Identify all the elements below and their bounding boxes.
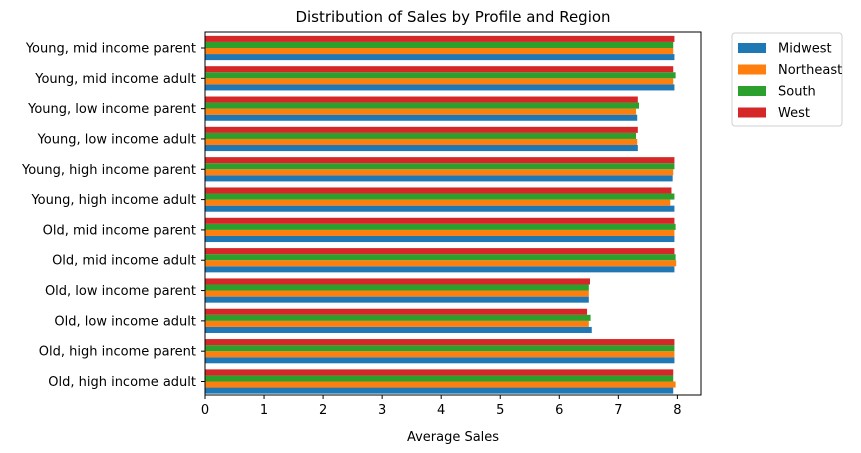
legend-swatch-midwest <box>738 43 766 53</box>
y-tick-label: Young, mid income adult <box>34 72 196 87</box>
bar-south-1 <box>205 345 675 352</box>
x-tick-label: 2 <box>319 403 327 418</box>
bar-west-9 <box>205 96 638 103</box>
y-tick-label: Young, mid income parent <box>25 42 196 57</box>
legend-frame <box>731 32 843 127</box>
bar-northeast-6 <box>205 199 671 206</box>
x-axis-label: Average Sales <box>407 430 499 445</box>
bar-west-4 <box>205 248 675 255</box>
bar-midwest-1 <box>205 357 675 364</box>
y-tick-label: Old, low income parent <box>45 284 196 299</box>
x-tick-label: 5 <box>496 403 504 418</box>
bar-northeast-3 <box>205 290 589 297</box>
bar-south-10 <box>205 72 676 79</box>
bar-south-2 <box>205 314 591 321</box>
bar-west-8 <box>205 126 638 133</box>
bar-midwest-0 <box>205 387 674 394</box>
bar-northeast-8 <box>205 138 638 146</box>
y-tick-label: Old, low income adult <box>54 314 196 329</box>
legend: Midwest Northeast South West <box>731 32 843 127</box>
x-tick-label: 8 <box>673 403 681 418</box>
legend-swatch-south <box>738 86 766 96</box>
x-tick-label: 7 <box>614 403 622 418</box>
bar-south-4 <box>205 254 676 261</box>
bar-midwest-3 <box>205 296 589 303</box>
bar-west-0 <box>205 369 674 376</box>
bar-northeast-10 <box>205 78 674 85</box>
plot-area <box>205 35 677 394</box>
bar-west-5 <box>205 217 675 224</box>
bar-midwest-11 <box>205 54 675 61</box>
bar-midwest-4 <box>205 266 675 273</box>
bar-northeast-9 <box>205 108 637 115</box>
bar-midwest-8 <box>205 145 638 152</box>
bar-midwest-2 <box>205 326 592 333</box>
bar-south-5 <box>205 223 676 230</box>
legend-label-northeast: Northeast <box>778 63 842 78</box>
legend-label-midwest: Midwest <box>778 42 832 57</box>
bar-south-9 <box>205 102 639 109</box>
bar-west-11 <box>205 35 675 42</box>
y-tick-label: Old, mid income parent <box>43 223 196 238</box>
bar-south-7 <box>205 163 675 170</box>
bar-west-3 <box>205 278 590 285</box>
bar-midwest-7 <box>205 175 673 182</box>
bar-northeast-2 <box>205 320 589 327</box>
x-axis: 0 1 2 3 4 5 6 7 8 <box>201 395 682 418</box>
legend-label-south: South <box>778 85 816 100</box>
bar-northeast-7 <box>205 169 674 176</box>
y-tick-label: Old, mid income adult <box>52 254 196 269</box>
bar-midwest-5 <box>205 235 675 243</box>
bar-south-11 <box>205 41 674 48</box>
bar-west-1 <box>205 339 675 346</box>
y-tick-label: Old, high income parent <box>39 345 196 360</box>
legend-label-west: West <box>778 106 810 121</box>
y-tick-label: Young, high income adult <box>30 193 196 208</box>
bar-northeast-11 <box>205 48 674 55</box>
x-tick-label: 0 <box>201 403 209 418</box>
bar-south-3 <box>205 284 589 291</box>
legend-swatch-northeast <box>738 64 766 75</box>
bar-south-0 <box>205 375 674 382</box>
bar-south-8 <box>205 132 637 139</box>
x-tick-label: 4 <box>437 403 445 418</box>
x-tick-label: 3 <box>378 403 386 418</box>
bar-northeast-4 <box>205 260 677 267</box>
x-tick-label: 6 <box>555 403 563 418</box>
chart-title: Distribution of Sales by Profile and Reg… <box>295 8 610 26</box>
bar-west-6 <box>205 187 672 194</box>
legend-swatch-west <box>738 107 766 118</box>
bar-west-2 <box>205 308 588 315</box>
x-tick-label: 1 <box>260 403 268 418</box>
bar-northeast-0 <box>205 381 676 388</box>
y-tick-label: Young, low income adult <box>37 132 196 147</box>
y-tick-label: Young, low income parent <box>27 102 196 117</box>
bar-midwest-9 <box>205 114 638 121</box>
y-tick-label: Old, high income adult <box>48 375 196 390</box>
bar-west-10 <box>205 66 674 73</box>
y-tick-label: Young, high income parent <box>21 163 196 178</box>
bar-midwest-10 <box>205 84 675 91</box>
bar-west-7 <box>205 157 675 164</box>
plot-frame <box>204 31 702 396</box>
bar-midwest-6 <box>205 205 675 212</box>
bar-south-6 <box>205 193 675 200</box>
bar-northeast-1 <box>205 351 675 358</box>
bar-northeast-5 <box>205 229 675 236</box>
y-axis: Old, high income adult Old, high income p… <box>21 42 205 390</box>
